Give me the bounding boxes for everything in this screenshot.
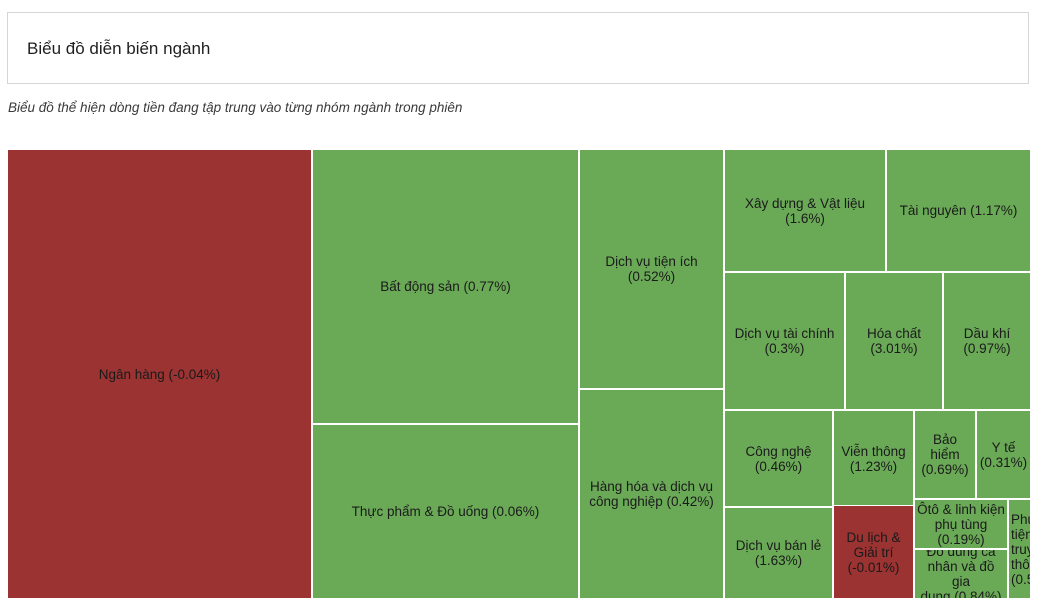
treemap-tile[interactable]: Tài nguyên (1.17%) — [886, 149, 1031, 272]
page-title: Biểu đồ diễn biến ngành — [27, 39, 211, 58]
treemap-tile-label: Dịch vụ bán lẻ (1.63%) — [735, 538, 822, 568]
treemap-tile-label: Bảo hiểm (0.69%) — [921, 432, 969, 477]
treemap-tile[interactable]: Bảo hiểm (0.69%) — [914, 410, 976, 499]
treemap-tile[interactable]: Dịch vụ tài chính (0.3%) — [724, 272, 845, 410]
treemap-tile[interactable]: Viễn thông (1.23%) — [833, 410, 914, 507]
chart-subtitle: Biểu đồ thể hiện dòng tiền đang tập trun… — [8, 100, 463, 115]
treemap-tile-label: Dầu khí (0.97%) — [963, 326, 1011, 356]
treemap-tile[interactable]: Công nghệ (0.46%) — [724, 410, 833, 507]
treemap-tile-label: Dịch vụ tài chính (0.3%) — [734, 326, 835, 356]
treemap-tile-label: Thực phẩm & Đồ uống (0.06%) — [351, 504, 540, 519]
treemap-tile[interactable]: Dịch vụ tiện ích (0.52%) — [579, 149, 724, 389]
treemap-tile[interactable]: Dịch vụ bán lẻ (1.63%) — [724, 507, 833, 599]
treemap-tile-label: Y tế (0.31%) — [979, 439, 1028, 470]
treemap-tile[interactable]: Ngân hàng (-0.04%) — [7, 149, 312, 599]
treemap-tile[interactable]: Phươngtiệntruyềnthông(0.5 — [1008, 499, 1031, 599]
treemap-tile[interactable]: Đồ dùng cá nhân và đồ gia dụng (0.84%) — [914, 549, 1008, 599]
treemap-tile-label: Viễn thông (1.23%) — [841, 443, 906, 474]
treemap-tile-label: Bất động sản (0.77%) — [380, 279, 511, 294]
treemap-tile-label: Ôtô & linh kiện phụ tùng (0.19%) — [917, 501, 1005, 547]
treemap-tile-label: Xây dựng & Vật liệu (1.6%) — [744, 195, 866, 226]
treemap-tile-label: Dịch vụ tiện ích (0.52%) — [605, 254, 698, 284]
treemap-tile[interactable]: Y tế (0.31%) — [976, 410, 1031, 499]
treemap-tile-label: Hóa chất (3.01%) — [866, 326, 922, 356]
treemap-tile-label: Phươngtiệntruyềnthông(0.5 — [1011, 511, 1031, 587]
treemap-tile-label: Đồ dùng cá nhân và đồ gia dụng (0.84%) — [920, 549, 1002, 599]
treemap-tile-label: Tài nguyên (1.17%) — [899, 203, 1018, 218]
treemap-tile[interactable]: Bất động sản (0.77%) — [312, 149, 579, 424]
treemap-tile[interactable]: Xây dựng & Vật liệu (1.6%) — [724, 149, 886, 272]
treemap-tile[interactable]: Hàng hóa và dịch vụ công nghiệp (0.42%) — [579, 389, 724, 599]
treemap-tile[interactable]: Ôtô & linh kiện phụ tùng (0.19%) — [914, 499, 1008, 549]
treemap-tile-label: Hàng hóa và dịch vụ công nghiệp (0.42%) — [589, 479, 714, 509]
sector-treemap: Ngân hàng (-0.04%) Bất động sản (0.77%) Th… — [7, 149, 1031, 599]
treemap-tile[interactable]: Dầu khí (0.97%) — [943, 272, 1031, 410]
treemap-tile-label: Du lịch & Giải trí (-0.01%) — [846, 529, 901, 575]
treemap-tile-label: Ngân hàng (-0.04%) — [98, 366, 221, 382]
treemap-tile[interactable]: Hóa chất (3.01%) — [845, 272, 943, 410]
chart-header-panel: Biểu đồ diễn biến ngành — [7, 12, 1029, 84]
treemap-tile[interactable]: Thực phẩm & Đồ uống (0.06%) — [312, 424, 579, 599]
treemap-tile-label: Công nghệ (0.46%) — [745, 443, 812, 474]
treemap-tile[interactable]: Du lịch & Giải trí (-0.01%) — [833, 505, 914, 599]
